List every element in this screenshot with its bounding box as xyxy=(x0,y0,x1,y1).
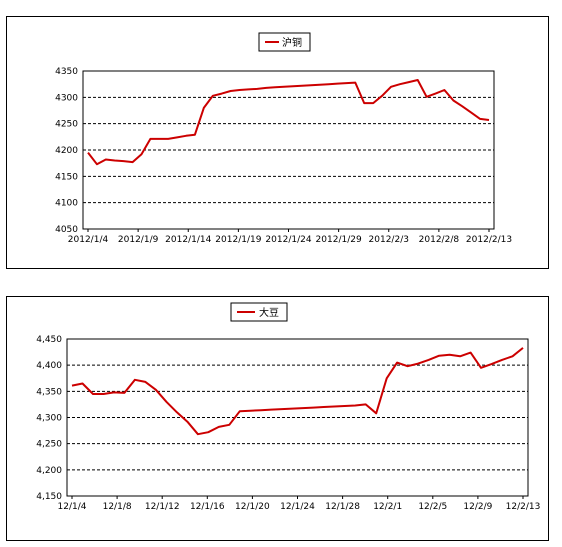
soybean-x-tick-label: 12/1/16 xyxy=(190,502,225,512)
copper-legend-label: 沪铜 xyxy=(282,36,302,49)
soybean-x-tick-label: 12/2/5 xyxy=(418,502,447,512)
soybean-y-tick-label: 4,200 xyxy=(36,466,62,476)
soybean-legend-box xyxy=(230,302,288,322)
copper-y-tick-label: 4150 xyxy=(55,172,78,182)
copper-x-tick-label: 2012/2/8 xyxy=(419,235,460,245)
soybean-x-tick-label: 12/1/12 xyxy=(145,502,180,512)
copper-gridlines xyxy=(83,96,494,204)
chart-panel-copper: 4350 4300 4250 4200 4150 4100 4050 2012/1/4 201… xyxy=(6,16,549,269)
copper-line-path xyxy=(87,79,490,166)
soybean-y-ticks: 4,450 4,400 4,350 4,300 4,250 4,200 4,150 xyxy=(36,335,62,502)
copper-y-tick-label: 4050 xyxy=(55,225,78,235)
copper-y-ticks: 4350 4300 4250 4200 4150 4100 4050 xyxy=(55,67,78,235)
soybean-x-tick-label: 12/1/20 xyxy=(235,502,270,512)
soybean-y-tick-label: 4,150 xyxy=(36,492,62,502)
soybean-x-tick-label: 12/2/1 xyxy=(373,502,402,512)
copper-x-tick-label: 2012/2/3 xyxy=(369,235,409,245)
soybean-legend-label: 大豆 xyxy=(259,306,279,319)
copper-x-tick-label: 2012/1/24 xyxy=(265,235,311,245)
soybean-x-tick-label: 12/2/13 xyxy=(506,502,541,512)
soybean-x-ticks: 12/1/4 12/1/8 12/1/12 12/1/16 12/1/20 12/1/24… xyxy=(58,496,541,512)
copper-y-tick-label: 4250 xyxy=(55,120,78,130)
soybean-y-tick-label: 4,350 xyxy=(36,387,62,397)
soybean-series-line xyxy=(71,347,524,436)
copper-x-tick-label: 2012/1/9 xyxy=(118,235,159,245)
soybean-gridlines xyxy=(67,364,528,471)
soybean-y-tick-label: 4,450 xyxy=(36,335,62,345)
soybean-x-tick-label: 12/2/9 xyxy=(463,502,492,512)
copper-x-tick-label: 2012/1/19 xyxy=(215,235,261,245)
copper-y-tick-label: 4300 xyxy=(55,93,78,103)
soybean-y-tick-label: 4,400 xyxy=(36,361,62,371)
soybean-x-tick-label: 12/1/28 xyxy=(325,502,360,512)
copper-legend: 沪铜 xyxy=(258,32,311,52)
copper-y-tick-label: 4100 xyxy=(55,199,78,209)
copper-y-tick-label: 4200 xyxy=(55,146,78,156)
copper-legend-box xyxy=(258,32,311,52)
soybean-y-tick-label: 4,250 xyxy=(36,440,62,450)
copper-x-tick-label: 2012/2/13 xyxy=(466,235,512,245)
soybean-legend: 大豆 xyxy=(230,302,288,322)
soybean-x-tick-label: 12/1/8 xyxy=(103,502,132,512)
copper-x-tick-label: 2012/1/4 xyxy=(68,235,109,245)
copper-x-tick-label: 2012/1/29 xyxy=(316,235,362,245)
soybean-line-path xyxy=(71,347,524,436)
copper-x-ticks: 2012/1/4 2012/1/9 2012/1/14 2012/1/19 2012/1… xyxy=(68,229,512,245)
soybean-y-tick-label: 4,300 xyxy=(36,414,62,424)
soybean-x-tick-label: 12/1/24 xyxy=(280,502,315,512)
soybean-chart-svg: 4,450 4,400 4,350 4,300 4,250 4,200 4,150 12/1… xyxy=(36,302,541,512)
chart-panel-soybean: 4,450 4,400 4,350 4,300 4,250 4,200 4,150 12/1… xyxy=(6,296,549,541)
copper-x-tick-label: 2012/1/14 xyxy=(165,235,211,245)
copper-y-tick-label: 4350 xyxy=(55,67,78,77)
soybean-x-tick-label: 12/1/4 xyxy=(58,502,87,512)
copper-series-line xyxy=(87,79,490,166)
